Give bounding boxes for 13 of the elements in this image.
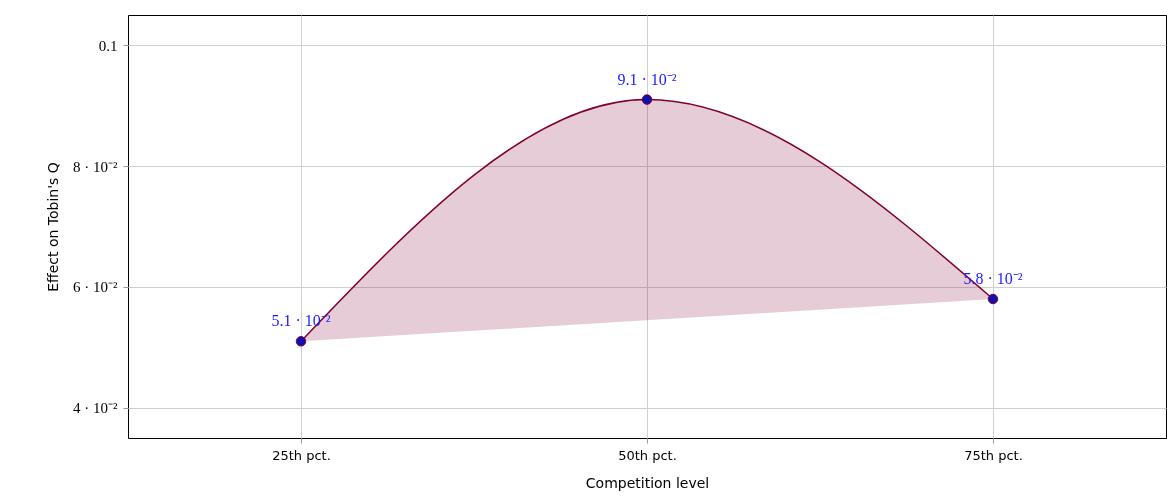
- x-tick-label: 75th pct.: [964, 447, 1023, 463]
- x-tick-label: 25th pct.: [272, 447, 331, 463]
- point: [987, 293, 999, 305]
- y-tick-label: 0.1: [98, 37, 118, 54]
- y-axis-title: Effect on Tobin's Q: [45, 162, 62, 292]
- y-tick-label: 8 · 10⁻²: [73, 158, 118, 175]
- y-tick-label: 4 · 10⁻²: [73, 400, 118, 417]
- point: [641, 94, 653, 105]
- point: [295, 336, 307, 347]
- x-tick-label: 50th pct.: [618, 447, 677, 463]
- x-axis-title: Competition level: [585, 474, 710, 491]
- data-label: 9.1 · 10⁻²: [617, 70, 677, 88]
- y-tick-label: 6 · 10⁻²: [73, 279, 118, 296]
